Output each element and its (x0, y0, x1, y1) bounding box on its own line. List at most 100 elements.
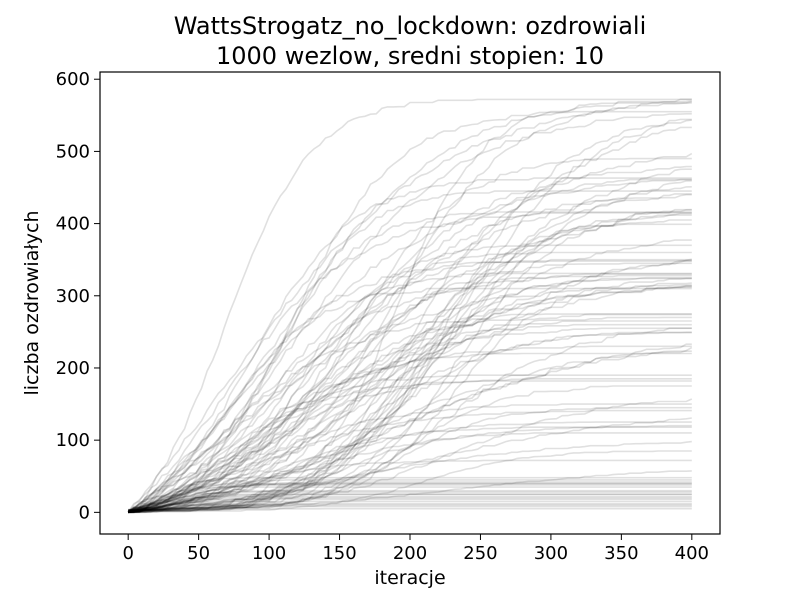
y-tick-label: 400 (56, 214, 90, 235)
series-line (128, 282, 692, 514)
series-line (128, 277, 692, 514)
series-line (127, 100, 692, 513)
x-tick-label: 200 (393, 543, 427, 564)
series-line (128, 398, 693, 514)
x-tick-label: 50 (187, 543, 210, 564)
series-line (128, 212, 692, 511)
series-line (128, 273, 692, 514)
series-line (127, 352, 692, 513)
series-line (127, 274, 692, 514)
series-line (128, 479, 692, 514)
series-line (127, 313, 692, 512)
series-line (128, 343, 692, 514)
series-line (127, 285, 692, 514)
y-tick-label: 0 (79, 502, 90, 523)
series-line (128, 450, 692, 514)
series-line (127, 118, 692, 514)
series-line (128, 426, 692, 514)
series-line (127, 486, 692, 514)
y-tick-label: 500 (56, 141, 90, 162)
series-line (127, 251, 692, 513)
series-line (127, 178, 692, 513)
series-line (128, 424, 692, 513)
series-line (128, 476, 692, 514)
series-line (128, 119, 692, 514)
series-line (128, 498, 692, 514)
series-line (128, 489, 692, 513)
series-line (128, 259, 692, 514)
series-line (128, 493, 692, 513)
series-line (128, 505, 692, 514)
series-line (128, 223, 692, 512)
x-axis-label: iteracje (374, 567, 445, 589)
series-line (127, 157, 692, 514)
series-line (128, 100, 692, 511)
series-line (127, 110, 692, 513)
series-line (128, 126, 692, 512)
series-line (128, 312, 692, 512)
series-line (128, 331, 692, 514)
y-tick-label: 200 (56, 358, 90, 379)
series-line (128, 180, 692, 512)
x-tick-label: 300 (534, 543, 568, 564)
series-line (127, 380, 692, 513)
series-line (127, 345, 692, 513)
series-line (128, 421, 692, 514)
series-line (128, 244, 692, 514)
x-tick-label: 350 (604, 543, 638, 564)
series-line (127, 98, 692, 513)
series-line (127, 258, 692, 513)
series-line (128, 346, 693, 511)
series-line (128, 491, 692, 514)
y-tick-label: 600 (56, 69, 90, 90)
series-line (128, 495, 692, 514)
series-line (128, 493, 692, 513)
y-tick-label: 100 (56, 430, 90, 451)
series-line (128, 502, 692, 514)
series-line (128, 258, 692, 513)
x-tick-label: 100 (252, 543, 286, 564)
series-line (128, 327, 692, 512)
y-tick-label: 300 (56, 286, 90, 307)
series-line (128, 482, 692, 514)
series-line (128, 504, 692, 514)
series-line (128, 320, 692, 514)
chart-subtitle: 1000 wezlow, sredni stopien: 10 (216, 42, 604, 70)
series-line (127, 350, 692, 514)
series-line (128, 482, 692, 513)
y-axis-label: liczba ozdrowiałych (21, 211, 43, 396)
series-line (128, 481, 692, 513)
series-line (128, 484, 692, 513)
series-line (128, 497, 692, 514)
y-axis-ticks: 0 100 200 300 400 500 600 (56, 69, 100, 523)
series-line (127, 102, 692, 514)
series-line (128, 165, 692, 512)
series-line (128, 190, 692, 514)
series-line (128, 459, 692, 514)
series-line (128, 178, 692, 511)
series-line (128, 377, 692, 514)
series-line (127, 177, 692, 512)
series-line (128, 286, 692, 511)
series-line (127, 287, 692, 513)
series-line (127, 208, 692, 514)
series-line (127, 113, 692, 513)
series-line (128, 239, 692, 513)
series-line (128, 432, 692, 514)
x-tick-label: 400 (675, 543, 709, 564)
series-line (128, 385, 692, 513)
series-line (128, 219, 692, 514)
series-line (128, 403, 692, 513)
series-line (127, 214, 692, 514)
x-axis-ticks: 0 50 100 150 200 250 300 350 400 (122, 534, 709, 564)
series-line (127, 260, 692, 514)
series-line (127, 212, 692, 514)
series-line (127, 211, 692, 513)
series-line (128, 409, 692, 513)
series-line (128, 193, 692, 514)
series-line (128, 277, 692, 514)
series-line (128, 470, 692, 513)
chart-title: WattsStrogatz_no_lockdown: ozdrowiali (174, 12, 647, 40)
series-group (127, 98, 693, 514)
